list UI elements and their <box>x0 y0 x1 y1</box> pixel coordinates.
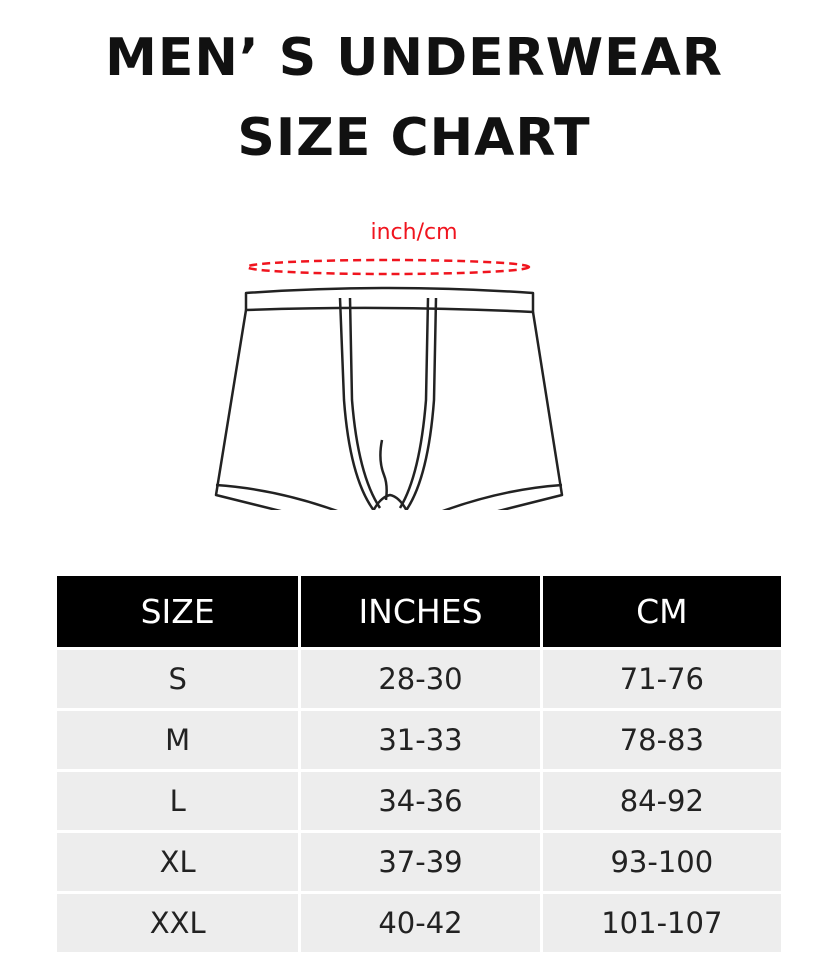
cell-inches: 37-39 <box>298 833 540 891</box>
table-row: XL 37-39 93-100 <box>57 833 781 891</box>
measure-label: inch/cm <box>370 220 458 245</box>
header-inches: INCHES <box>298 576 540 647</box>
table-header-row: SIZE INCHES CM <box>57 576 781 647</box>
cell-inches: 34-36 <box>298 772 540 830</box>
title-line-1: MEN’ S UNDERWEAR <box>105 28 723 88</box>
cell-cm: 101-107 <box>539 894 781 952</box>
boxer-briefs-icon <box>214 258 564 510</box>
cell-size: S <box>57 650 299 708</box>
cell-cm: 71-76 <box>539 650 781 708</box>
table-row: L 34-36 84-92 <box>57 772 781 830</box>
cell-size: L <box>57 772 299 830</box>
cell-inches: 28-30 <box>298 650 540 708</box>
table-row: S 28-30 71-76 <box>57 650 781 708</box>
table-row: M 31-33 78-83 <box>57 711 781 769</box>
cell-inches: 31-33 <box>298 711 540 769</box>
title-line-2: SIZE CHART <box>237 108 591 168</box>
cell-cm: 78-83 <box>539 711 781 769</box>
cell-cm: 93-100 <box>539 833 781 891</box>
header-cm: CM <box>539 576 781 647</box>
cell-inches: 40-42 <box>298 894 540 952</box>
cell-size: M <box>57 711 299 769</box>
header-size: SIZE <box>57 576 299 647</box>
cell-size: XXL <box>57 894 299 952</box>
cell-cm: 84-92 <box>539 772 781 830</box>
table-row: XXL 40-42 101-107 <box>57 894 781 952</box>
size-table: SIZE INCHES CM S 28-30 71-76 M 31-33 78-83 L… <box>57 573 781 955</box>
cell-size: XL <box>57 833 299 891</box>
